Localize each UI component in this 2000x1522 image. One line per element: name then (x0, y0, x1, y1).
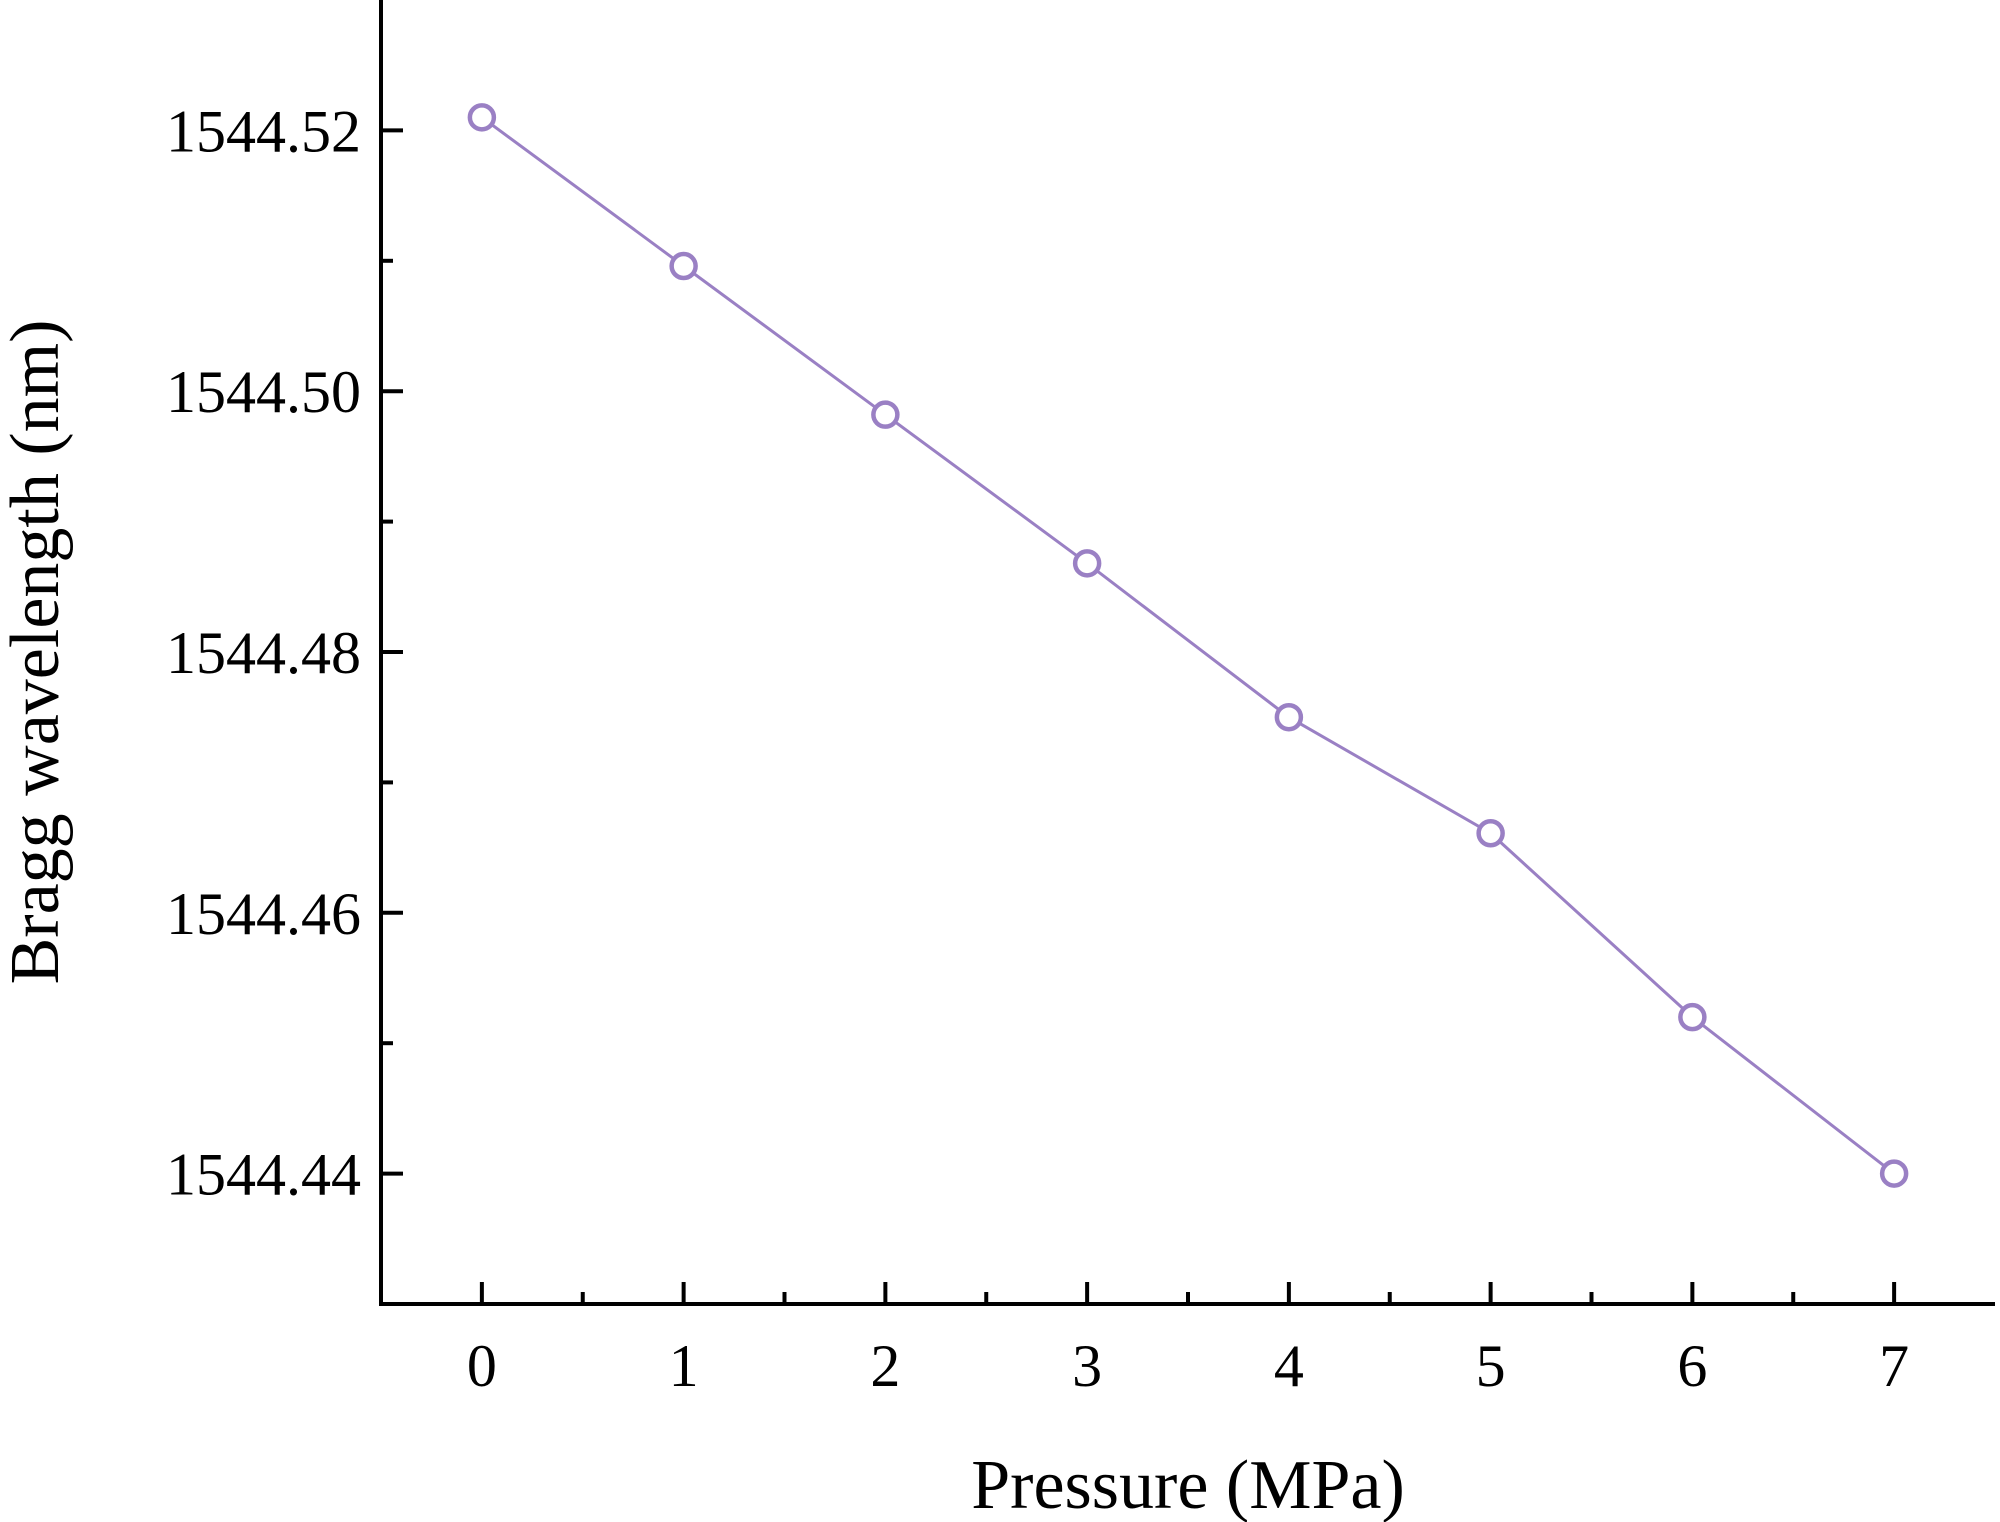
data-point (871, 400, 900, 429)
x-tick-label: 3 (1072, 1333, 1102, 1399)
x-axis-title: Pressure (MPa) (971, 1447, 1405, 1522)
data-point (1274, 702, 1304, 732)
y-tick-label: 1544.50 (166, 359, 361, 425)
x-tick-label: 0 (467, 1333, 497, 1399)
y-tick-label: 1544.48 (166, 620, 361, 686)
data-series (467, 103, 1909, 1188)
y-axis-title: Bragg wavelength (nm) (0, 320, 74, 985)
y-axis: 1544.44 1544.46 1544.48 1544.50 1544.52 (166, 98, 403, 1208)
x-tick-label: 5 (1476, 1333, 1506, 1399)
data-point (1072, 549, 1102, 578)
data-point (467, 103, 497, 132)
x-tick-label: 6 (1677, 1333, 1707, 1399)
y-tick-label: 1544.46 (166, 881, 361, 947)
x-tick-label: 1 (669, 1333, 699, 1399)
data-point (1879, 1159, 1909, 1188)
data-point (1678, 1002, 1707, 1032)
data-point (669, 251, 698, 281)
y-tick-label: 1544.52 (166, 98, 361, 164)
data-point (1476, 819, 1505, 848)
x-tick-label: 7 (1879, 1333, 1909, 1399)
y-tick-label: 1544.44 (166, 1142, 361, 1208)
series-line (480, 116, 1896, 1175)
plot-frame (379, 0, 1995, 1306)
x-tick-label: 4 (1274, 1333, 1304, 1399)
x-axis: 0 1 2 3 4 5 6 7 (467, 1282, 1909, 1399)
x-tick-label: 2 (870, 1333, 900, 1399)
